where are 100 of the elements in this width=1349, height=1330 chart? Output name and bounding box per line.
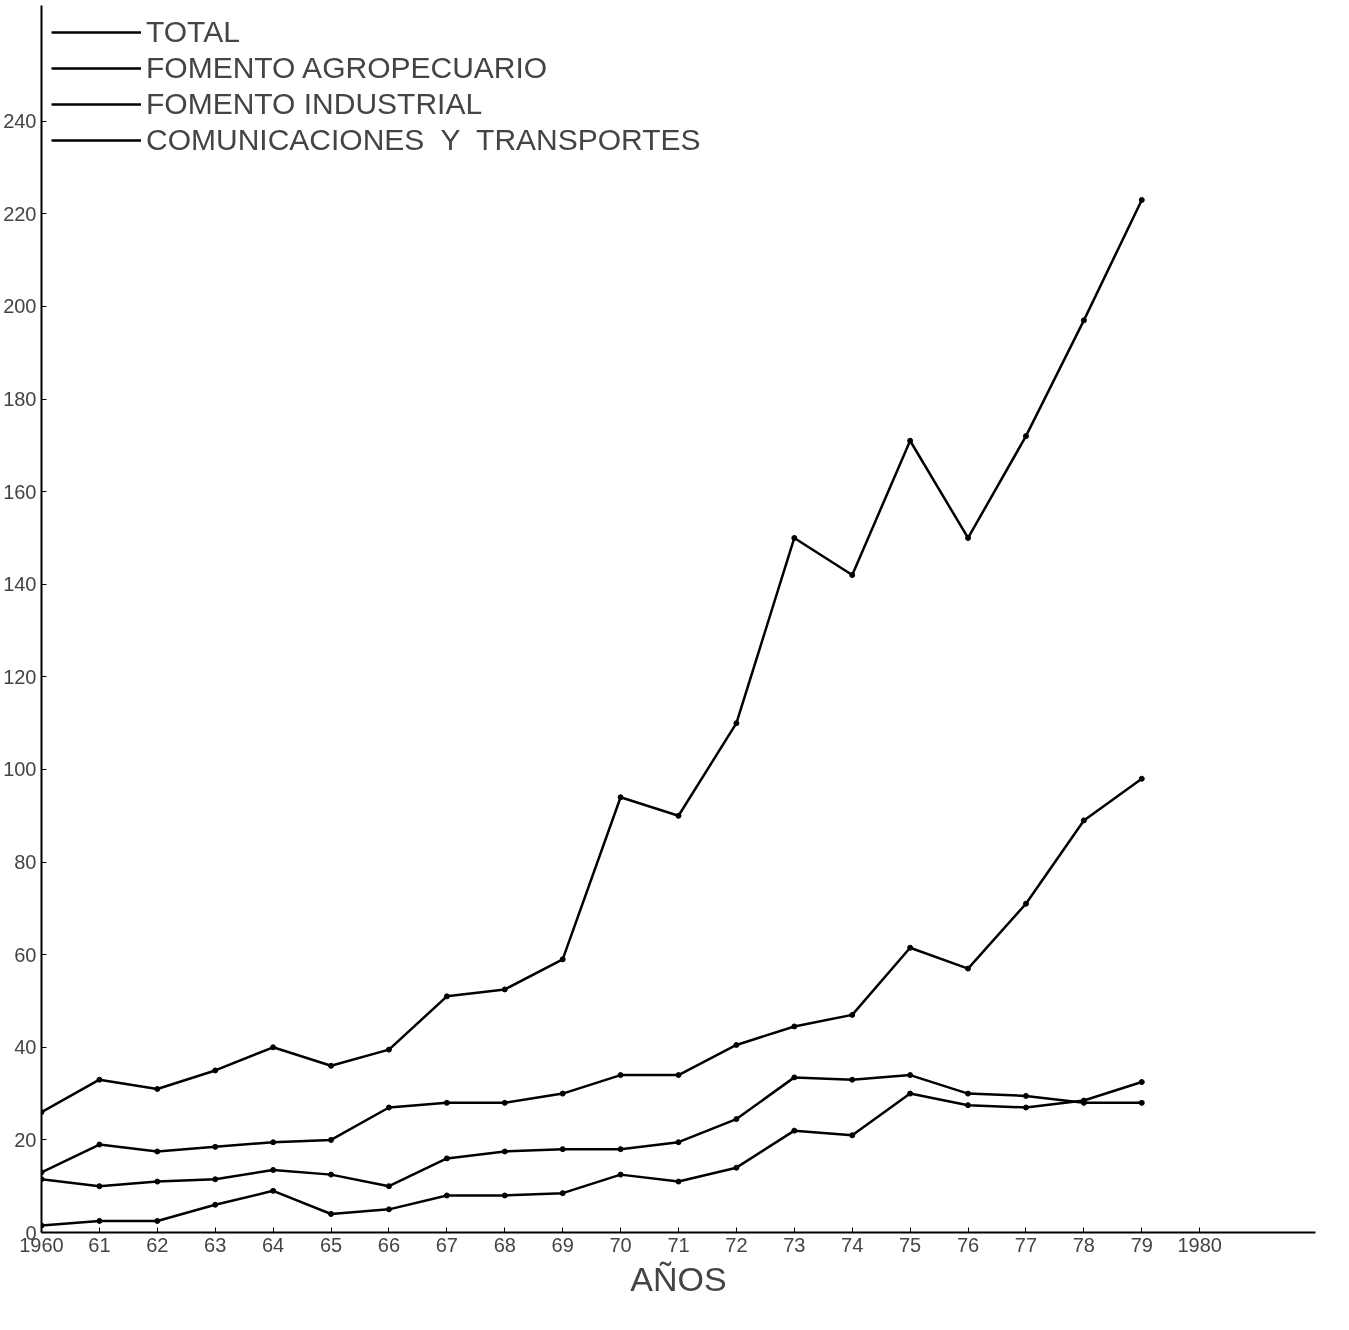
point (559, 1090, 566, 1097)
point (617, 1146, 624, 1153)
y-tick-label: 140 (3, 573, 37, 596)
point (270, 1187, 277, 1194)
point (212, 1143, 219, 1150)
x-tick-label: 66 (377, 1233, 401, 1256)
y-tick-label: 220 (3, 202, 37, 225)
point (212, 1067, 219, 1074)
x-tick-label: 63 (204, 1233, 227, 1256)
point (791, 1074, 798, 1081)
point (965, 1090, 972, 1097)
point (501, 1099, 508, 1106)
y-tick-label: 60 (14, 943, 37, 966)
x-tick-label: 75 (899, 1233, 922, 1256)
point (443, 993, 450, 1000)
point (96, 1076, 103, 1083)
point (965, 1102, 972, 1109)
point (270, 1044, 277, 1051)
legend-label: COMUNICACIONES Y TRANSPORTES (146, 123, 701, 157)
y-tick-label: 120 (3, 665, 37, 688)
point (154, 1085, 161, 1092)
point (849, 572, 856, 579)
x-tick-label: 69 (551, 1233, 574, 1256)
x-tick-label: 76 (956, 1233, 980, 1256)
x-tick-label: 74 (841, 1233, 864, 1256)
point (154, 1217, 161, 1224)
point (1022, 900, 1029, 907)
x-tick-label: 73 (783, 1233, 806, 1256)
point (733, 1041, 740, 1048)
point (675, 1178, 682, 1185)
y-tick-label: 100 (3, 758, 37, 781)
x-axis-title: AÑOS (630, 1259, 727, 1298)
point (849, 1076, 856, 1083)
point (96, 1217, 103, 1224)
x-tick-label: 79 (1130, 1233, 1153, 1256)
point (385, 1104, 392, 1111)
point (385, 1206, 392, 1213)
point (907, 944, 914, 951)
point (270, 1139, 277, 1146)
point (328, 1210, 335, 1217)
point (212, 1201, 219, 1208)
point (733, 1164, 740, 1171)
point (675, 812, 682, 819)
point (559, 1146, 566, 1153)
point (791, 1023, 798, 1030)
point (443, 1192, 450, 1199)
point (385, 1046, 392, 1053)
point (96, 1183, 103, 1190)
point (1138, 775, 1145, 782)
point (559, 1190, 566, 1197)
y-tick-label: 160 (3, 480, 37, 503)
point (501, 1148, 508, 1155)
point (1080, 817, 1087, 824)
point (675, 1072, 682, 1079)
point (443, 1155, 450, 1162)
point (1022, 433, 1029, 440)
x-tick-label: 71 (667, 1233, 690, 1256)
point (559, 956, 566, 963)
point (617, 1171, 624, 1178)
point (617, 1072, 624, 1079)
point (501, 1192, 508, 1199)
x-tick-label: 1980 (1177, 1233, 1222, 1256)
x-tick-label: 72 (725, 1233, 748, 1256)
point (849, 1132, 856, 1139)
y-tick-label: 40 (14, 1036, 37, 1059)
point (385, 1183, 392, 1190)
point (1138, 1099, 1145, 1106)
point (443, 1099, 450, 1106)
legend-label: FOMENTO AGROPECUARIO (146, 51, 548, 85)
point (154, 1178, 161, 1185)
point (96, 1141, 103, 1148)
point (907, 437, 914, 444)
point (212, 1176, 219, 1183)
point (733, 1116, 740, 1123)
x-tick-label: 67 (435, 1233, 458, 1256)
point (965, 965, 972, 972)
x-tick-label: 64 (262, 1233, 285, 1256)
y-tick-label: 200 (3, 295, 37, 318)
x-tick-label: 78 (1072, 1233, 1095, 1256)
x-tick-label: 62 (146, 1233, 169, 1256)
y-tick-label: 80 (14, 851, 37, 874)
point (1080, 317, 1087, 324)
point (328, 1136, 335, 1143)
point (270, 1167, 277, 1173)
point (907, 1090, 914, 1097)
point (1022, 1104, 1029, 1111)
y-tick-label: 240 (3, 110, 37, 133)
point (1138, 196, 1145, 203)
x-tick-label: 65 (319, 1233, 343, 1256)
point (328, 1062, 335, 1069)
y-tick-label: 20 (14, 1128, 37, 1151)
point (1138, 1079, 1145, 1086)
x-tick-label: 68 (493, 1233, 516, 1256)
legend-label: TOTAL (146, 15, 240, 49)
point (907, 1072, 914, 1079)
point (965, 534, 972, 541)
point (733, 720, 740, 727)
legend-label: FOMENTO INDUSTRIAL (146, 87, 483, 121)
point (617, 794, 624, 801)
x-tick-label: 61 (88, 1233, 111, 1256)
